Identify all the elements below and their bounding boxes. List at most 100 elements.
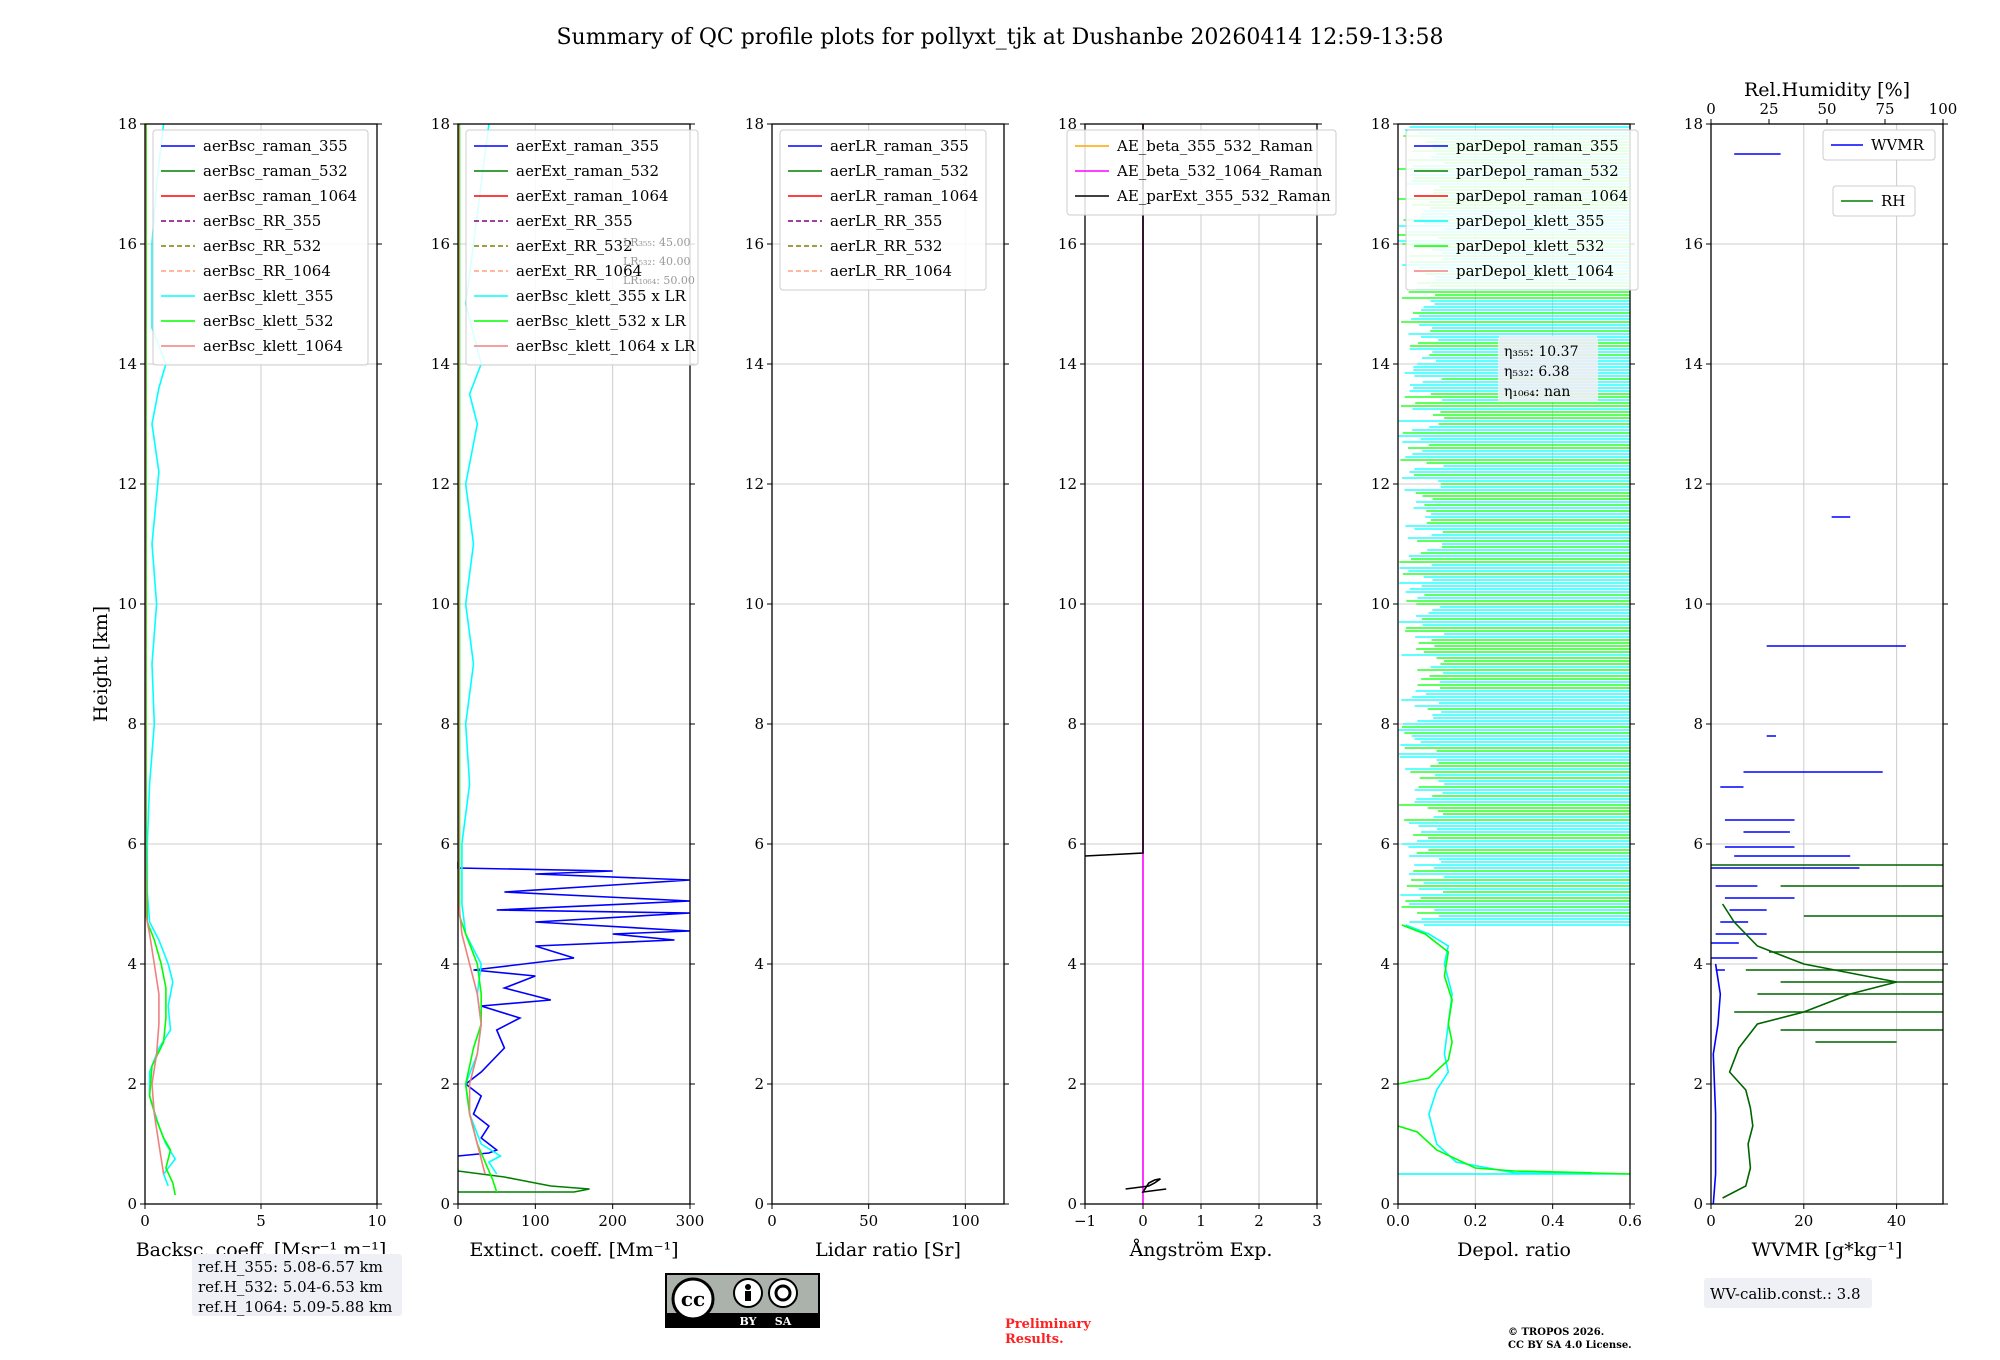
ytick-label: 14 [431,355,450,373]
legend-label: aerLR_raman_1064 [830,187,978,205]
lr-label: LR₅₃₂: 40.00 [623,255,691,268]
ref-height-355: ref.H_355: 5.08-6.57 km [198,1258,383,1276]
ytick-label: 16 [745,235,764,253]
xlabel-depol: Depol. ratio [1457,1239,1571,1261]
ytick-label: 2 [127,1075,137,1093]
ytick-label: 12 [745,475,764,493]
ytick-label: 18 [1371,115,1390,133]
xtick-label: 0 [453,1212,463,1230]
ytick-label: 12 [118,475,137,493]
ytick-label: 14 [1058,355,1077,373]
ytick-label: 16 [431,235,450,253]
xtick-label: 1 [1196,1212,1206,1230]
ref-height-532: ref.H_532: 5.04-6.53 km [198,1278,383,1296]
ytick-label: 12 [1371,475,1390,493]
legend-label: aerBsc_klett_532 [203,312,334,330]
ytick-label: 2 [440,1075,450,1093]
legend-label: aerExt_RR_355 [516,212,633,230]
xtick-label: 50 [859,1212,878,1230]
ytick-label: 10 [745,595,764,613]
legend-rh: RH [1832,185,1916,217]
legend-label: aerBsc_klett_532 x LR [516,312,687,330]
ytick-label: 6 [1380,835,1390,853]
cc-license-badge: cc BY SA [665,1273,820,1328]
figure-title: Summary of QC profile plots for pollyxt_… [556,25,1443,50]
legend-label: aerExt_raman_1064 [516,187,669,205]
sa-share-icon [768,1278,798,1308]
ytick-label: 0 [127,1195,137,1213]
legend-frame [1066,129,1337,216]
top-xtick-label: 75 [1875,100,1894,118]
ytick-label: 10 [431,595,450,613]
ytick-label: 6 [1693,835,1703,853]
legend-label: aerBsc_klett_1064 [203,337,343,355]
axes-frame-lr [771,123,1005,1205]
legend-label: aerLR_raman_355 [830,137,969,155]
legend-bsc: aerBsc_raman_355 aerBsc_raman_532 aerBsc_r… [152,129,369,366]
legend-label: aerBsc_raman_532 [203,162,348,180]
ytick-label: 4 [1067,955,1077,973]
ytick-label: 4 [1380,955,1390,973]
legend-label: WVMR [1871,136,1925,154]
legend-frame [1822,129,1936,161]
eta-label: η₅₃₂: 6.38 [1504,364,1570,380]
axes-frame-depol [1397,123,1631,1205]
legend-frame [1832,185,1916,217]
series-RH [1721,903,1897,1199]
sa-label: SA [775,1315,792,1328]
ref-heights-box: ref.H_355: 5.08-6.57 km ref.H_532: 5.04-… [192,1254,402,1316]
preliminary-line-2: Results. [1005,1332,1064,1347]
legend-label: parDepol_klett_1064 [1456,262,1614,280]
ytick-label: 14 [1684,355,1703,373]
ytick-label: 0 [440,1195,450,1213]
legend-label: aerBsc_raman_1064 [203,187,357,205]
ytick-label: 14 [118,355,137,373]
legend-label: AE_parExt_355_532_Raman [1116,187,1331,205]
legend-wvmr: WVMR [1822,129,1936,161]
ytick-label: 8 [1693,715,1703,733]
ytick-label: 0 [1693,1195,1703,1213]
ytick-label: 2 [754,1075,764,1093]
ytick-label: 12 [431,475,450,493]
ytick-label: 10 [1371,595,1390,613]
series-AE_parExt_355_532_Raman [1084,124,1144,857]
xtick-label: 300 [676,1212,705,1230]
series-aerBsc_klett_1064 [144,124,165,1175]
legend-label: aerBsc_klett_1064 x LR [516,337,696,355]
xlabel-wv: WVMR [g*kg⁻¹] [1752,1239,1903,1261]
ytick-label: 8 [127,715,137,733]
xtick-label: 0.2 [1463,1212,1487,1230]
xtick-label: 0 [140,1212,150,1230]
xtick-label: 20 [1794,1212,1813,1230]
legend-label: parDepol_raman_355 [1456,137,1619,155]
legend-label: aerExt_RR_1064 [516,262,642,280]
xlabel-ext: Extinct. coeff. [Mm⁻¹] [469,1239,678,1261]
xlabel-ae: Ångström Exp. [1129,1239,1273,1261]
ylabel: Height [km] [90,606,112,722]
ytick-label: 18 [118,115,137,133]
top-axis-label: Rel.Humidity [%] [1744,79,1910,101]
ytick-label: 16 [1684,235,1703,253]
legend-frame [1405,129,1639,291]
top-xtick-label: 100 [1929,100,1958,118]
xtick-label: 0.6 [1618,1212,1642,1230]
legend-label: aerBsc_RR_355 [203,212,321,230]
legend-label: aerExt_raman_355 [516,137,659,155]
series-parDepol_klett_532 [1397,1125,1631,1175]
xtick-label: 0.0 [1386,1212,1410,1230]
axes-frame-ext [457,123,691,1205]
lr-annotation: LR₃₅₅: 45.00 LR₅₃₂: 40.00 LR₁₀₆₄: 50.00 [623,236,695,287]
xtick-label: −1 [1074,1212,1096,1230]
xtick-label: 10 [367,1212,386,1230]
ytick-label: 4 [127,955,137,973]
ytick-label: 8 [440,715,450,733]
xtick-label: 0.4 [1541,1212,1565,1230]
preliminary-line-1: Preliminary [1005,1317,1091,1332]
annotation-frame [1498,336,1598,402]
ytick-label: 18 [431,115,450,133]
legend-frame [465,129,699,366]
xtick-label: 0 [767,1212,777,1230]
